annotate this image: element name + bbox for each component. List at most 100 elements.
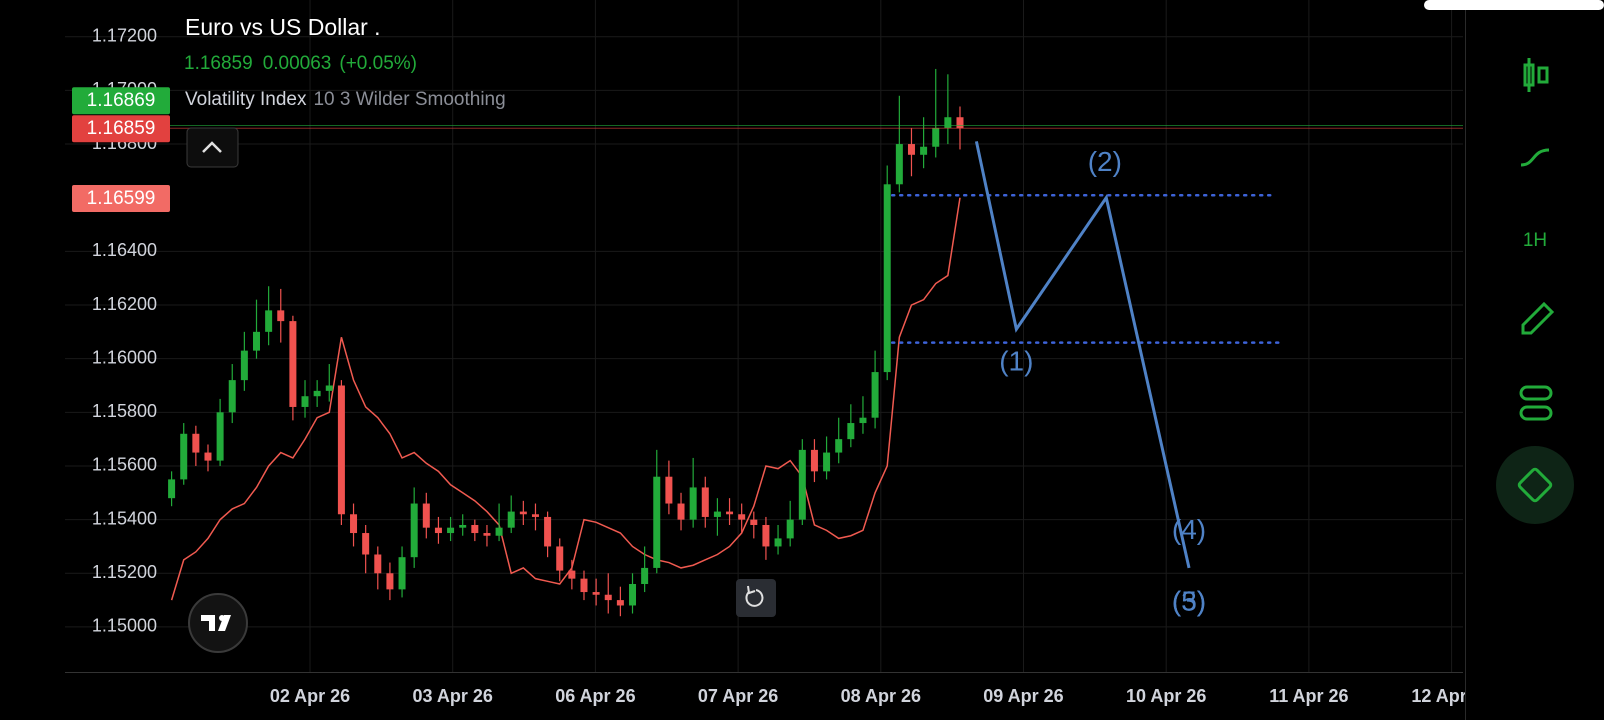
layout-button[interactable] [1519,385,1553,421]
y-tick-label: 1.15800 [92,401,157,421]
toolbar: 1H [1496,58,1574,524]
candle-body [265,310,273,332]
candle-body [774,538,782,547]
collapse-button[interactable] [186,127,239,168]
reset-box [736,579,776,617]
candle-body [422,503,430,528]
candle-body [398,557,406,590]
icon-part [1537,66,1549,84]
chevron [202,141,222,153]
y-tick-label: 1.16000 [92,347,157,367]
candle-body [252,331,260,351]
wave-label: (3) [1172,586,1206,617]
candle-body [568,570,576,579]
candle-body [653,476,661,568]
candle-body [168,479,176,499]
candle-body [907,144,915,155]
collapse-box [186,127,239,168]
candle-body [362,533,370,555]
x-tick-label: 03 Apr 26 [413,686,493,706]
candle-body [471,524,479,534]
candle-body [786,519,794,539]
reset-icon [745,589,764,607]
candle-body [434,527,442,534]
reset-arrow [747,585,756,595]
y-tick-label: 1.16400 [92,240,157,260]
logo[interactable] [188,593,248,653]
x-tick-label: 12 Apr 26 [1411,686,1491,706]
candle-body [216,412,224,461]
candle-body [180,433,188,480]
candle-body [519,511,527,515]
x-tick-label: 08 Apr 26 [841,686,921,706]
y-tick-label: 1.17200 [92,26,157,46]
wave-label: (2) [1088,146,1122,177]
y-tick-label: 1.15600 [92,455,157,475]
candle-body [240,350,248,381]
candle-body [859,417,867,424]
x-tick-label: 10 Apr 26 [1126,686,1206,706]
y-tick-label: 1.17000 [92,79,157,99]
reset-button[interactable] [736,579,776,617]
logo-circle [188,593,248,653]
candle-body [920,146,928,155]
indicator-line [170,197,961,601]
wave-label: (5) [1172,586,1206,617]
candle-body [726,511,734,515]
candle-body [810,449,818,472]
candle-body [895,144,903,185]
draw-button[interactable] [1521,301,1555,335]
candle-body [823,452,831,472]
candle-body [410,503,418,558]
candle-body [665,476,673,504]
wave-line [974,141,1191,569]
y-tick-label: 1.15200 [92,562,157,582]
wave-label: (1) [999,345,1033,376]
candle-body [592,592,600,595]
candle-body [616,600,624,606]
candle-body [871,372,879,418]
candle-body [386,573,394,590]
candle-body [713,511,721,517]
rotate-button[interactable] [1496,446,1574,524]
candle-body [507,511,515,528]
candle-body [738,514,746,520]
candle-body [604,594,612,601]
candle-body [556,546,564,571]
candle-body [301,396,309,407]
candle-body [483,533,491,536]
candle-body [313,390,321,397]
candle-body [629,584,637,606]
y-tick-label: 1.15000 [92,616,157,636]
candle-body [374,554,382,574]
candle-body [641,567,649,585]
timeframe-button[interactable]: 1H [1523,230,1547,251]
x-tick-label: 07 Apr 26 [698,686,778,706]
candle-body [847,423,855,440]
candle-body [798,449,806,520]
candle-body [701,487,709,517]
candle-body [750,519,758,525]
x-tick-label: 02 Apr 26 [270,686,350,706]
candle-body [228,380,236,413]
candles-button[interactable] [1523,58,1549,92]
candle-body [835,439,843,453]
candle-body [204,452,212,461]
candle-body [544,516,552,547]
y-tick-label: 1.16800 [92,133,157,153]
candle-body [277,310,285,322]
candle-body [289,321,297,407]
candle-body [677,503,685,520]
icon-part [1519,385,1553,401]
candle-body [337,385,345,515]
candle-body [350,514,358,534]
candle-body [192,433,200,453]
x-tick-label: 09 Apr 26 [983,686,1063,706]
indicators-button[interactable] [1520,148,1550,167]
candle-body [956,117,964,129]
y-tick-label: 1.16200 [92,294,157,314]
candle-body [944,117,952,128]
candle-body [531,514,539,517]
